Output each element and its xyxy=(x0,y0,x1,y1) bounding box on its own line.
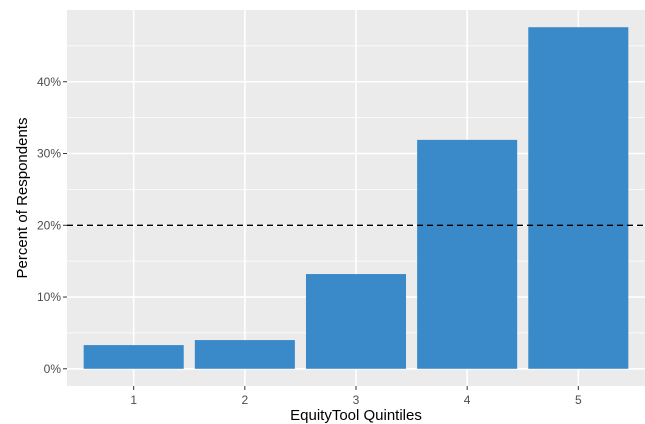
x-tick-label: 4 xyxy=(464,393,471,407)
x-tick-label: 2 xyxy=(242,393,249,407)
bar-1 xyxy=(83,345,184,369)
x-tick-label: 3 xyxy=(353,393,360,407)
bar-2 xyxy=(194,340,295,369)
x-axis-title: EquityTool Quintiles xyxy=(290,407,422,424)
bar-3 xyxy=(305,274,407,369)
x-tick-label: 1 xyxy=(130,393,137,407)
y-tick-label: 10% xyxy=(37,290,61,304)
y-tick-label: 20% xyxy=(37,218,61,232)
y-tick-label: 0% xyxy=(44,362,62,376)
y-tick-label: 40% xyxy=(37,75,61,89)
bar-4 xyxy=(417,139,518,369)
bar-5 xyxy=(528,27,629,369)
y-tick-label: 30% xyxy=(37,147,61,161)
bars xyxy=(83,27,629,369)
x-tick-label: 5 xyxy=(575,393,582,407)
y-axis-title: Percent of Respondents xyxy=(14,118,31,279)
x-axis: 1 2 3 4 5 xyxy=(130,386,582,407)
y-axis: 0% 10% 20% 30% 40% xyxy=(37,75,67,376)
